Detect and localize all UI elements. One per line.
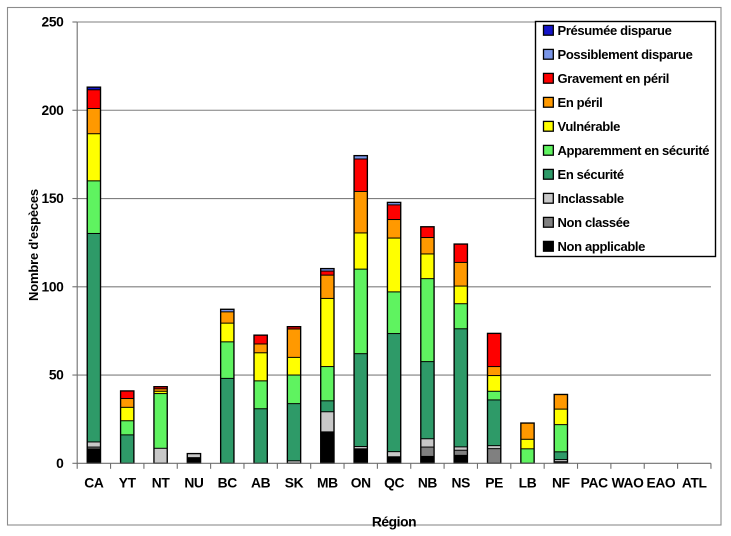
svg-text:QC: QC bbox=[384, 475, 404, 490]
svg-text:NS: NS bbox=[452, 475, 471, 490]
svg-text:PE: PE bbox=[485, 475, 503, 490]
svg-text:YT: YT bbox=[119, 475, 137, 490]
svg-text:MB: MB bbox=[317, 475, 338, 490]
svg-text:SK: SK bbox=[285, 475, 304, 490]
svg-text:250: 250 bbox=[42, 15, 65, 30]
svg-text:NB: NB bbox=[418, 475, 438, 490]
svg-text:ATL: ATL bbox=[682, 475, 707, 490]
svg-text:Non classée: Non classée bbox=[558, 215, 630, 230]
svg-text:AB: AB bbox=[251, 475, 271, 490]
svg-text:Possiblement disparue: Possiblement disparue bbox=[558, 47, 693, 62]
svg-text:NT: NT bbox=[152, 475, 171, 490]
svg-text:100: 100 bbox=[42, 279, 65, 294]
svg-text:150: 150 bbox=[42, 191, 65, 206]
svg-text:Apparemment en sécurité: Apparemment en sécurité bbox=[558, 143, 710, 158]
svg-text:NF: NF bbox=[552, 475, 570, 490]
svg-text:ON: ON bbox=[351, 475, 371, 490]
svg-text:En péril: En péril bbox=[558, 95, 603, 110]
svg-text:Région: Région bbox=[372, 515, 416, 530]
svg-text:En sécurité: En sécurité bbox=[558, 167, 624, 182]
svg-text:0: 0 bbox=[56, 456, 64, 471]
svg-text:Nombre d'espèces: Nombre d'espèces bbox=[26, 189, 41, 301]
svg-text:Présumée disparue: Présumée disparue bbox=[558, 23, 672, 38]
svg-text:CA: CA bbox=[84, 475, 104, 490]
svg-text:BC: BC bbox=[218, 475, 238, 490]
svg-text:NU: NU bbox=[184, 475, 204, 490]
svg-text:Inclassable: Inclassable bbox=[558, 191, 624, 206]
svg-text:WAO: WAO bbox=[612, 475, 645, 490]
svg-text:50: 50 bbox=[49, 368, 64, 383]
svg-text:PAC: PAC bbox=[581, 475, 608, 490]
svg-text:EAO: EAO bbox=[646, 475, 675, 490]
svg-text:LB: LB bbox=[519, 475, 537, 490]
svg-text:Gravement en péril: Gravement en péril bbox=[558, 71, 669, 86]
svg-text:200: 200 bbox=[42, 103, 65, 118]
svg-text:Non applicable: Non applicable bbox=[558, 239, 646, 254]
svg-text:Vulnérable: Vulnérable bbox=[558, 119, 621, 134]
